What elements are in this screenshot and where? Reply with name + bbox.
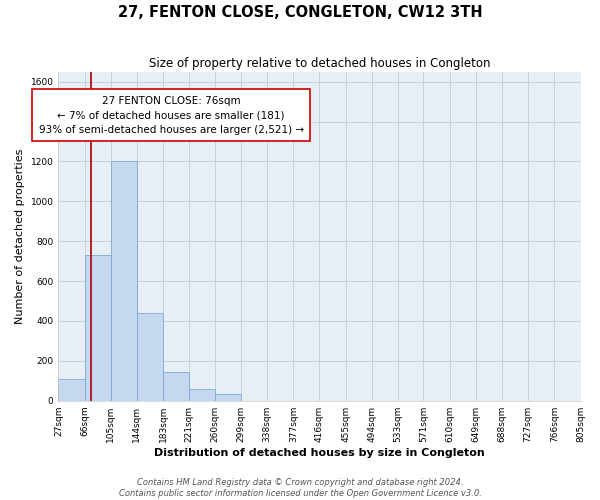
Bar	[137, 313, 163, 400]
Bar	[215, 394, 241, 400]
Text: Contains HM Land Registry data © Crown copyright and database right 2024.
Contai: Contains HM Land Registry data © Crown c…	[119, 478, 481, 498]
Text: 27, FENTON CLOSE, CONGLETON, CW12 3TH: 27, FENTON CLOSE, CONGLETON, CW12 3TH	[118, 5, 482, 20]
Bar	[163, 372, 188, 400]
Bar	[111, 162, 137, 400]
Bar	[188, 388, 215, 400]
X-axis label: Distribution of detached houses by size in Congleton: Distribution of detached houses by size …	[154, 448, 485, 458]
Bar	[58, 379, 85, 400]
Text: 27 FENTON CLOSE: 76sqm
← 7% of detached houses are smaller (181)
93% of semi-det: 27 FENTON CLOSE: 76sqm ← 7% of detached …	[38, 96, 304, 135]
Title: Size of property relative to detached houses in Congleton: Size of property relative to detached ho…	[149, 58, 490, 70]
Bar	[85, 255, 111, 400]
Y-axis label: Number of detached properties: Number of detached properties	[15, 148, 25, 324]
